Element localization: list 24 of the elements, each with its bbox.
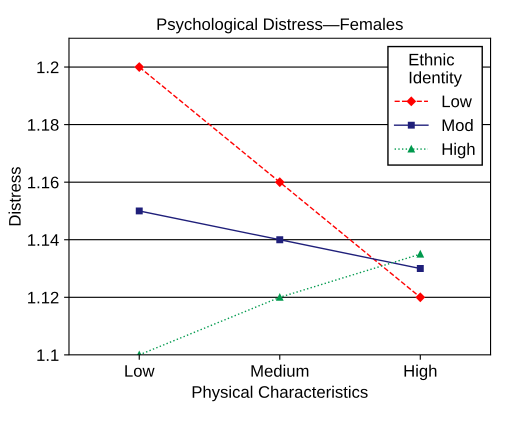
x-tick-label: Medium — [252, 364, 308, 377]
chart-title: Psychological Distress—Females — [157, 18, 403, 34]
legend-label: Low — [442, 96, 472, 108]
y-tick-label: 1.1 — [37, 349, 58, 361]
y-tick-label: 1.14 — [28, 234, 59, 246]
point — [416, 265, 424, 272]
point — [275, 178, 284, 187]
point — [276, 236, 284, 244]
point — [416, 292, 425, 302]
y-tick-label: 1.16 — [28, 176, 59, 188]
y-tick-label: 1.12 — [28, 292, 58, 304]
point — [134, 62, 144, 72]
legend-label: Mod — [442, 118, 473, 132]
y-tick-label: 1.18 — [28, 119, 59, 131]
point — [136, 207, 143, 214]
y-axis-title: Distress — [8, 167, 21, 226]
legend-label: High — [442, 142, 474, 158]
point — [416, 250, 424, 258]
legend-title: Ethnic Identity — [410, 53, 462, 87]
y-tick-label: 1.2 — [37, 61, 58, 74]
x-tick-label: Low — [125, 365, 155, 377]
point — [276, 294, 284, 301]
x-axis-title: Physical Characteristics — [192, 386, 368, 402]
x-tick-label: High — [404, 364, 436, 380]
